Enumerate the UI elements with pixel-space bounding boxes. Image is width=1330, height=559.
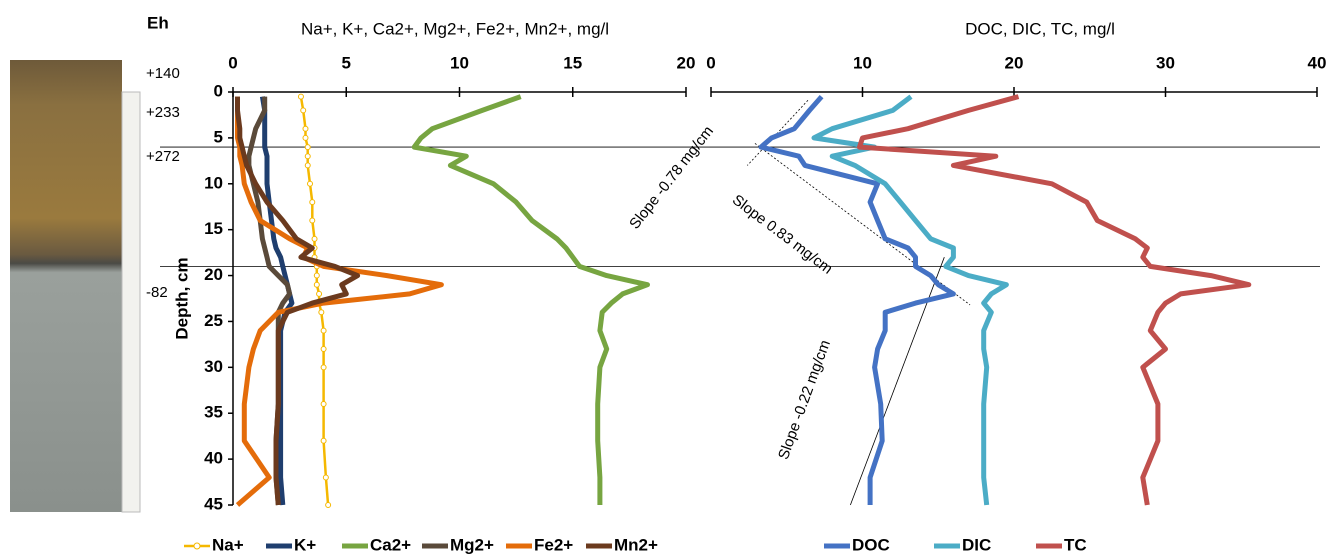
series-marker: [325, 502, 332, 508]
legend-label: Mg2+: [450, 535, 494, 554]
x-tick-label: 40: [1308, 53, 1327, 72]
legend-label: Ca2+: [370, 535, 411, 554]
y-tick-label: 35: [204, 403, 223, 422]
x-tick-label: 20: [1005, 53, 1024, 72]
series-marker: [309, 199, 316, 206]
series-marker: [302, 125, 309, 132]
legend-label: Mn2+: [614, 535, 658, 554]
series-line: [857, 94, 1252, 506]
trend-label: Slope 0.83 mg/cm: [729, 191, 836, 277]
x-tick-label: 0: [228, 53, 237, 72]
y-tick-label: 40: [204, 449, 223, 468]
legend-marker: [193, 542, 201, 550]
eh-value: +233: [146, 104, 180, 121]
x-tick-label: 0: [706, 53, 715, 72]
y-tick-label: 15: [204, 219, 223, 238]
chart-title: Na+, K+, Ca2+, Mg2+, Fe2+, Mn2+, mg/l: [301, 19, 609, 38]
y-tick-label: 30: [204, 357, 223, 376]
x-tick-label: 20: [677, 53, 696, 72]
series-marker: [300, 107, 307, 114]
series-marker: [318, 309, 325, 316]
series-marker: [297, 93, 304, 100]
legend-label: TC: [1064, 535, 1087, 554]
series-marker: [307, 180, 314, 187]
series-marker: [302, 134, 309, 141]
series-marker: [304, 153, 311, 160]
eh-value: +272: [146, 148, 180, 165]
legend-label: DIC: [962, 535, 991, 554]
x-tick-label: 30: [1156, 53, 1175, 72]
series-line: [235, 96, 361, 506]
series-marker: [320, 401, 327, 408]
chart-title: DOC, DIC, TC, mg/l: [965, 19, 1115, 38]
trend-line: [850, 257, 945, 506]
y-tick-label: 25: [204, 311, 223, 330]
series-marker: [311, 235, 318, 242]
series-marker: [309, 217, 316, 224]
series-marker: [320, 364, 327, 371]
trend-label: Slope -0.78 mg/cm: [626, 123, 717, 233]
series-marker: [313, 272, 320, 279]
series-marker: [304, 144, 311, 151]
series-marker: [316, 290, 323, 297]
x-tick-label: 15: [563, 53, 582, 72]
series-marker: [322, 474, 329, 481]
legend-label: K+: [294, 535, 316, 554]
x-tick-label: 10: [450, 53, 469, 72]
legend-label: DOC: [852, 535, 890, 554]
series-marker: [313, 281, 320, 288]
legend-label: Na+: [212, 535, 244, 554]
series-line: [411, 94, 650, 505]
y-tick-label: 45: [204, 494, 223, 513]
y-tick-label: 10: [204, 173, 223, 192]
y-tick-label: 5: [214, 127, 223, 146]
series-marker: [320, 345, 327, 352]
ruler: [121, 91, 141, 513]
eh-label: Eh: [147, 13, 169, 32]
series-marker: [304, 162, 311, 169]
series-marker: [320, 327, 327, 334]
y-tick-label: 0: [214, 81, 223, 100]
series-marker: [320, 437, 327, 444]
trend-label: Slope -0.22 mg/cm: [775, 338, 834, 462]
eh-value: -82: [146, 284, 168, 301]
series-line: [758, 94, 956, 505]
y-tick-label: 20: [204, 265, 223, 284]
x-tick-label: 10: [853, 53, 872, 72]
eh-value: +140: [146, 65, 180, 82]
legend-label: Fe2+: [534, 535, 573, 554]
core-photo: [10, 60, 122, 512]
y-axis-label: Depth, cm: [172, 257, 191, 339]
x-tick-label: 5: [342, 53, 351, 72]
